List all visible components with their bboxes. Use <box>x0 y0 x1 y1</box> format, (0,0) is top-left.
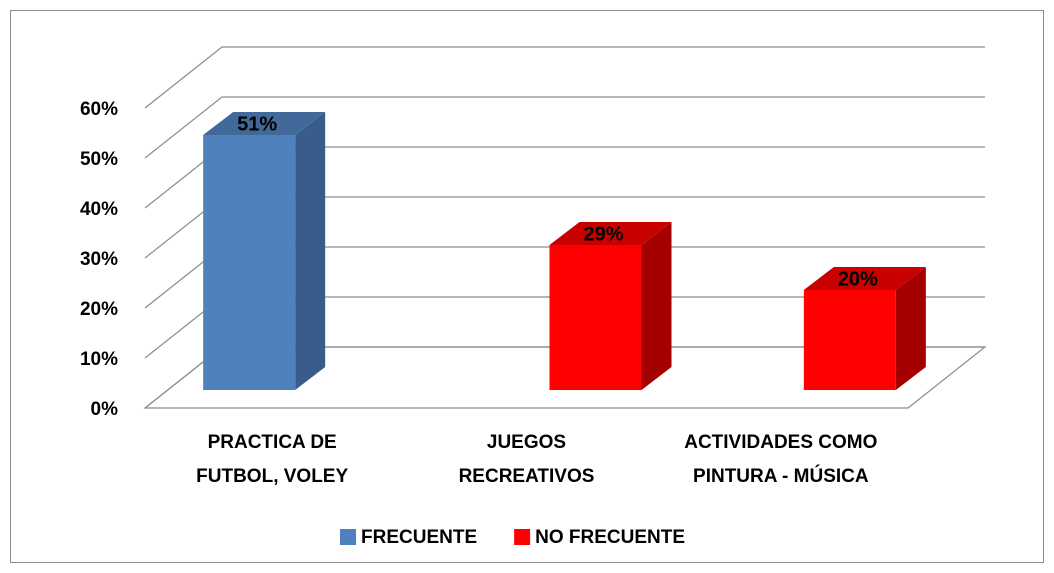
data-label: 20% <box>838 268 878 290</box>
legend-label: FRECUENTE <box>361 527 477 548</box>
x-tick-label: PINTURA - MÚSICA <box>693 465 869 487</box>
bar-side <box>895 267 926 390</box>
y-tick-label: 30% <box>80 249 118 270</box>
bar-side <box>295 112 326 390</box>
bar-top <box>203 112 326 135</box>
bar-top <box>803 267 926 290</box>
y-tick-label: 60% <box>80 99 118 120</box>
x-tick-label: JUEGOS <box>487 432 566 453</box>
bar-side <box>641 222 672 390</box>
bar-top <box>549 222 672 245</box>
y-tick-label: 50% <box>80 149 118 170</box>
y-tick-label: 20% <box>80 299 118 320</box>
x-tick-label: FUTBOL, VOLEY <box>196 466 348 487</box>
legend-swatch <box>340 529 356 545</box>
legend-label: NO FRECUENTE <box>535 527 685 548</box>
y-tick-label: 0% <box>91 399 119 420</box>
y-tick-label: 10% <box>80 349 118 370</box>
x-tick-label: ACTIVIDADES COMO <box>684 432 877 453</box>
x-tick-label: PRACTICA DE <box>208 432 337 453</box>
x-tick-label: RECREATIVOS <box>459 466 595 487</box>
data-label: 51% <box>237 113 277 135</box>
bar <box>549 245 642 390</box>
legend-swatch <box>514 529 531 545</box>
grid-line <box>144 96 985 159</box>
bar <box>803 290 896 390</box>
data-label: 29% <box>583 223 623 245</box>
grid-line <box>144 46 985 109</box>
bar <box>203 135 296 390</box>
y-tick-label: 40% <box>80 199 118 220</box>
